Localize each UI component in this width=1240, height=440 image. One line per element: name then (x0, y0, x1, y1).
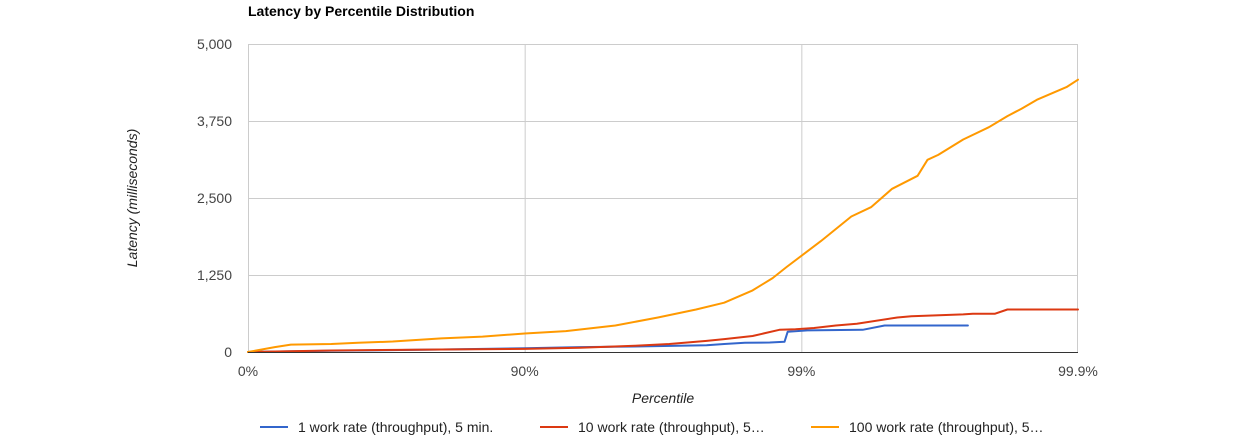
legend[interactable]: 1 work rate (throughput), 5 min. 10 work … (260, 419, 1044, 435)
y-tick-label: 1,250 (197, 267, 232, 283)
x-tick-label: 99% (787, 363, 815, 379)
legend-item-3[interactable]: 100 work rate (throughput), 5… (811, 419, 1044, 435)
legend-label: 10 work rate (throughput), 5… (578, 419, 765, 435)
y-tick-label: 3,750 (197, 113, 232, 129)
y-tick-labels: 0 1,250 2,500 3,750 5,000 (197, 36, 232, 360)
legend-item-1[interactable]: 1 work rate (throughput), 5 min. (260, 419, 493, 435)
legend-label: 100 work rate (throughput), 5… (849, 419, 1044, 435)
x-tick-label: 99.9% (1058, 363, 1098, 379)
y-axis-title: Latency (milliseconds) (124, 129, 140, 268)
y-tick-label: 2,500 (197, 190, 232, 206)
series-line-2[interactable] (247, 308, 1079, 353)
y-tick-label: 0 (224, 344, 232, 360)
y-tick-label: 5,000 (197, 36, 232, 52)
x-tick-label: 90% (511, 363, 539, 379)
series-line-1[interactable] (247, 324, 969, 353)
x-tick-label: 0% (238, 363, 258, 379)
chart-title: Latency by Percentile Distribution (248, 3, 474, 19)
series-line-3[interactable] (247, 78, 1079, 353)
x-axis-title: Percentile (632, 390, 694, 406)
legend-item-2[interactable]: 10 work rate (throughput), 5… (540, 419, 765, 435)
grid (248, 44, 1078, 352)
legend-label: 1 work rate (throughput), 5 min. (298, 419, 493, 435)
series-group (247, 78, 1079, 353)
x-tick-labels: 0% 90% 99% 99.9% (238, 363, 1098, 379)
